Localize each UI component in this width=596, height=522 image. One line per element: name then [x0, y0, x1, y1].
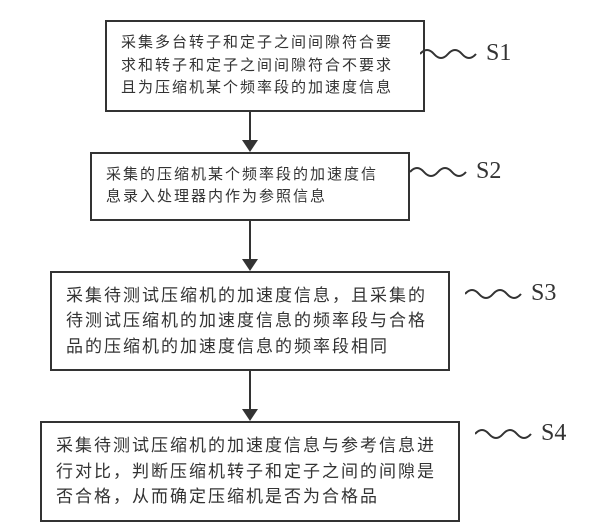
step-box-3: 采集待测试压缩机的加速度信息，且采集的待测试压缩机的加速度信息的频率段与合格品的…	[50, 271, 450, 372]
arrow-line-icon	[249, 371, 251, 409]
arrow-2	[242, 221, 258, 271]
flowchart-container: 采集多台转子和定子之间间隙符合要求和转子和定子之间间隙符合不要求且为压缩机某个频…	[40, 20, 460, 522]
arrow-head-icon	[242, 140, 258, 152]
arrow-3	[242, 371, 258, 421]
wavy-connector-icon	[465, 284, 525, 304]
wavy-connector-icon	[410, 162, 470, 182]
step-box-2: 采集的压缩机某个频率段的加速度信息录入处理器内作为参照信息	[90, 152, 410, 221]
step-label-1: S1	[486, 40, 511, 67]
step-label-wrapper-2: S2	[410, 158, 501, 185]
step-label-3: S3	[531, 280, 556, 307]
step-box-1: 采集多台转子和定子之间间隙符合要求和转子和定子之间间隙符合不要求且为压缩机某个频…	[105, 20, 425, 112]
arrow-line-icon	[249, 221, 251, 259]
arrow-head-icon	[242, 409, 258, 421]
step-label-4: S4	[541, 420, 566, 447]
step-label-2: S2	[476, 158, 501, 185]
step-text-4: 采集待测试压缩机的加速度信息与参考信息进行对比，判断压缩机转子和定子之间的间隙是…	[56, 433, 444, 510]
arrow-1	[242, 112, 258, 152]
step-label-wrapper-1: S1	[420, 40, 511, 67]
wavy-connector-icon	[420, 44, 480, 64]
step-text-2: 采集的压缩机某个频率段的加速度信息录入处理器内作为参照信息	[106, 164, 394, 209]
step-box-4: 采集待测试压缩机的加速度信息与参考信息进行对比，判断压缩机转子和定子之间的间隙是…	[40, 421, 460, 522]
arrow-head-icon	[242, 259, 258, 271]
wavy-connector-icon	[475, 424, 535, 444]
step-text-1: 采集多台转子和定子之间间隙符合要求和转子和定子之间间隙符合不要求且为压缩机某个频…	[121, 32, 409, 100]
arrow-line-icon	[249, 112, 251, 140]
step-label-wrapper-4: S4	[475, 420, 566, 447]
step-text-3: 采集待测试压缩机的加速度信息，且采集的待测试压缩机的加速度信息的频率段与合格品的…	[66, 283, 434, 360]
step-label-wrapper-3: S3	[465, 280, 556, 307]
